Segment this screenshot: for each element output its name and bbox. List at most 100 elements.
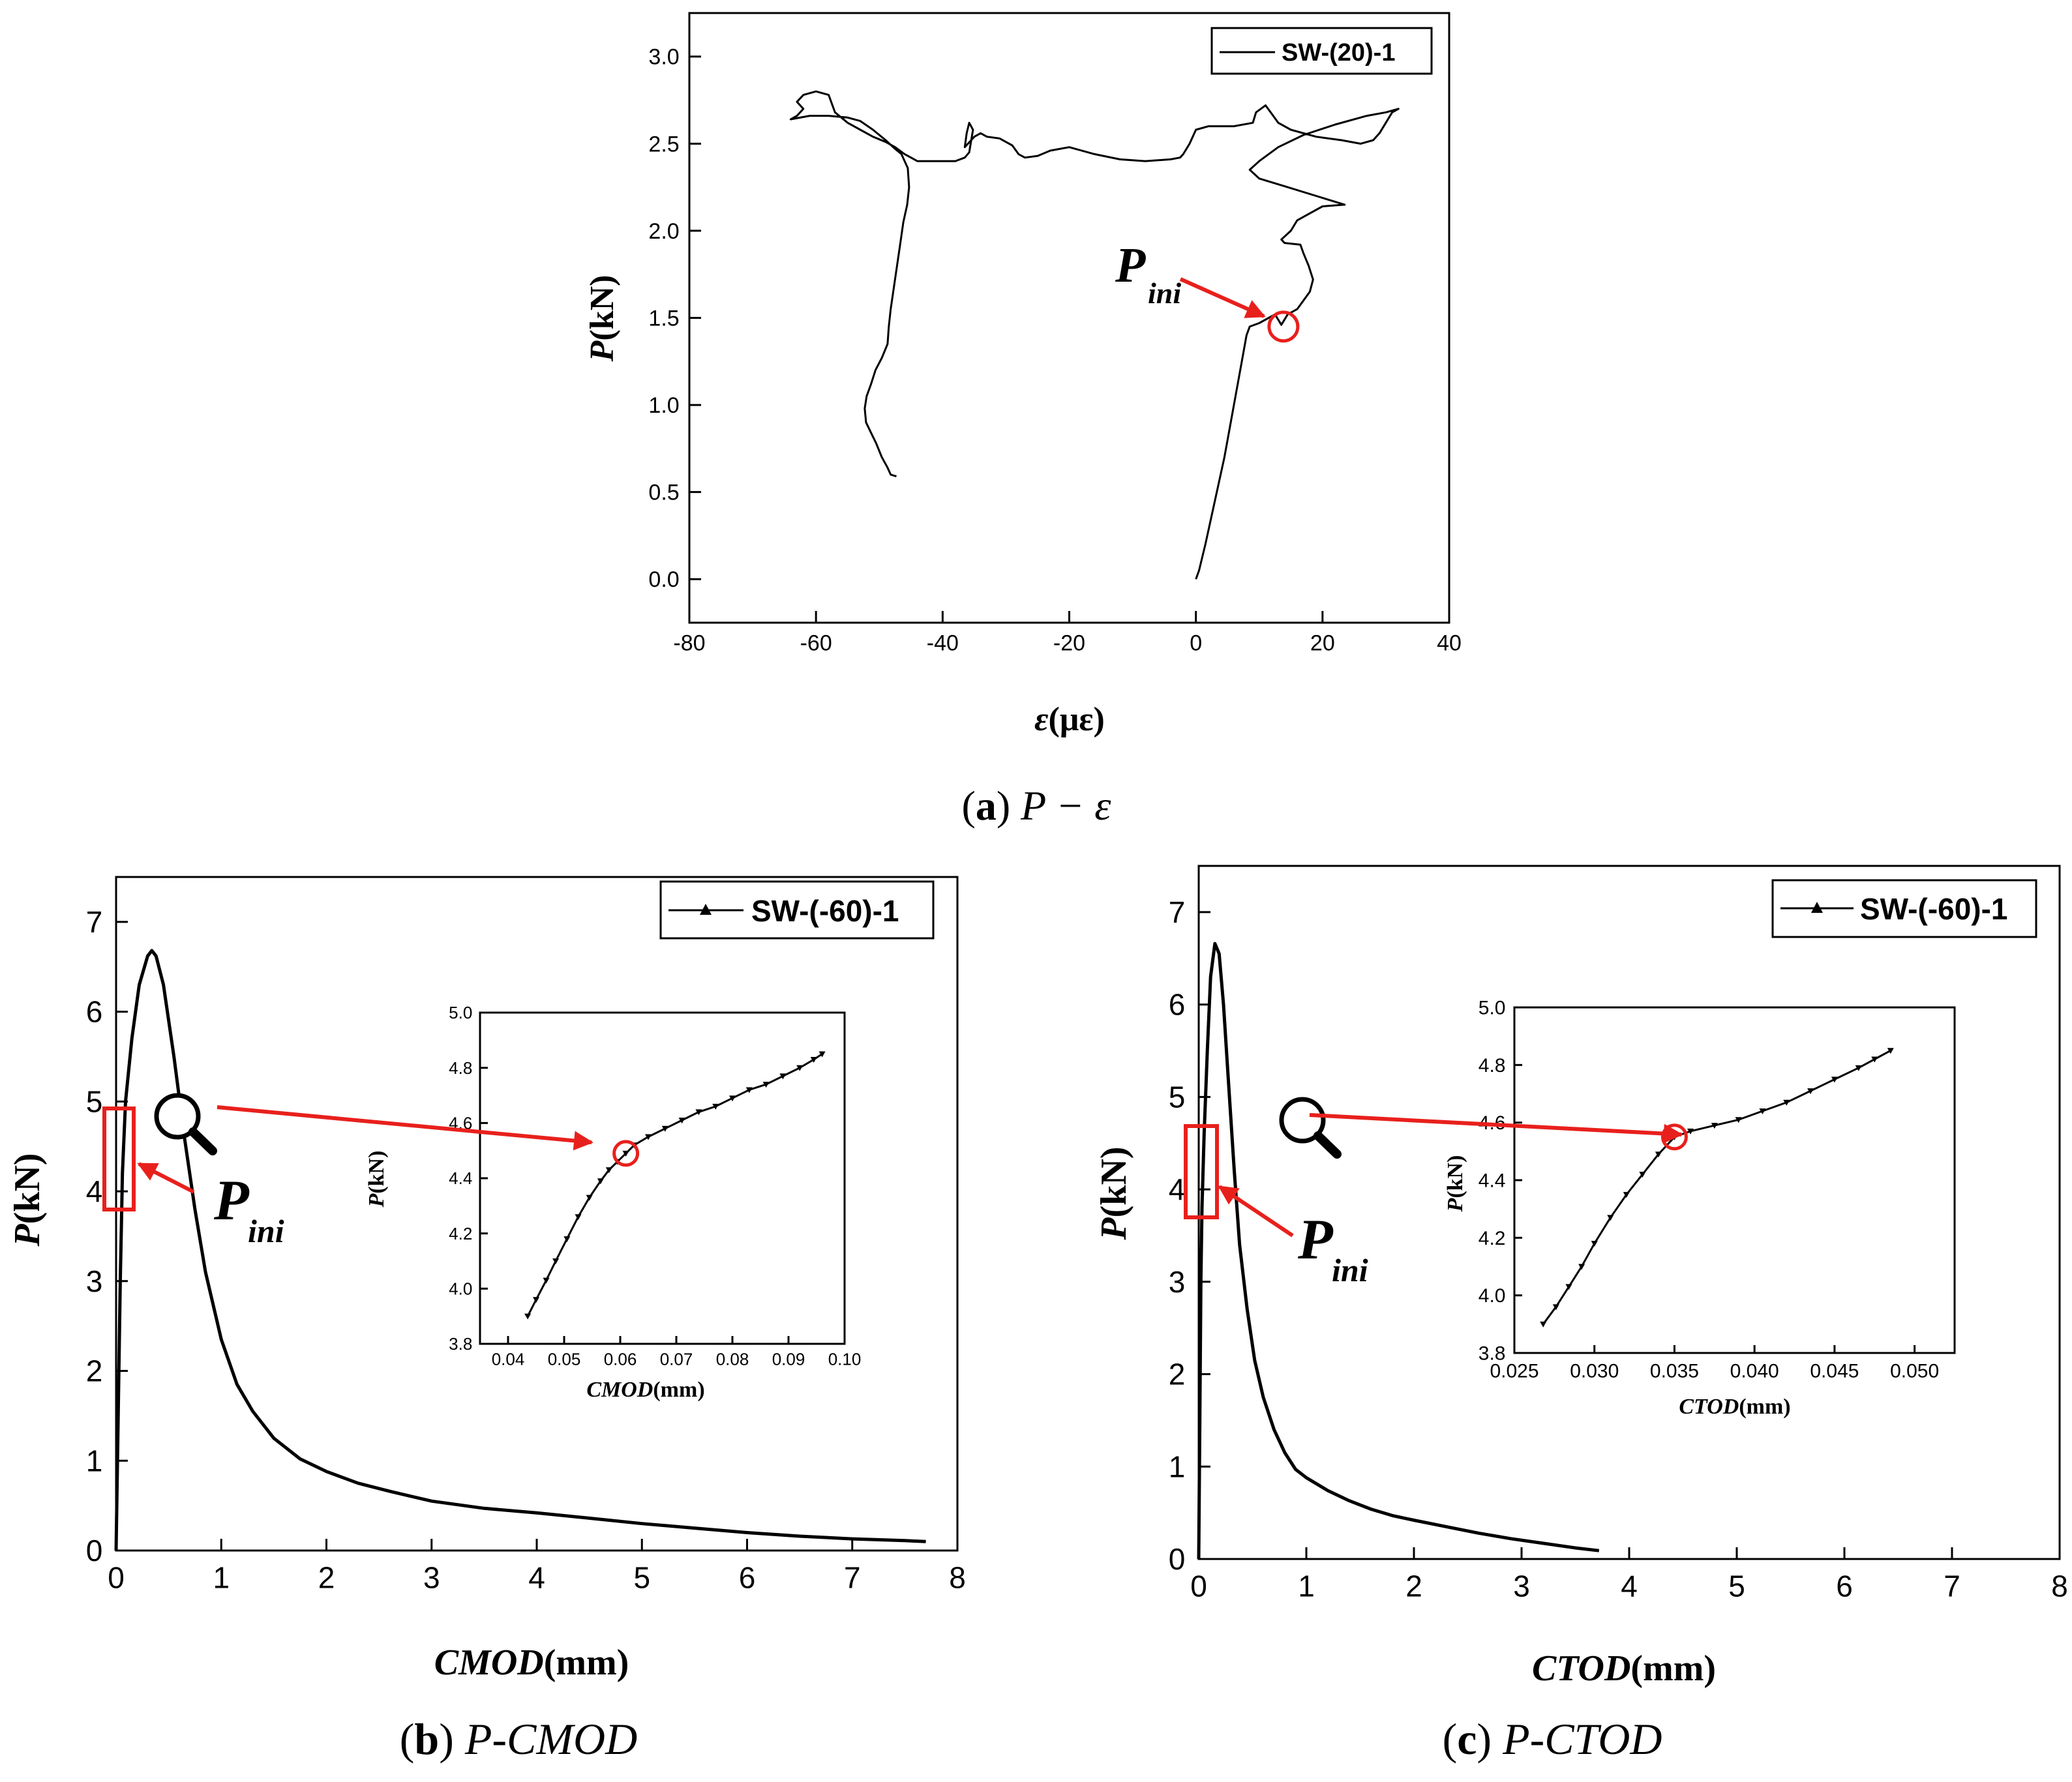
b-inset-point	[586, 1195, 593, 1201]
legend-label-a: SW-(20)-1	[1282, 39, 1395, 67]
a-y-tick-label: 1.0	[648, 393, 679, 418]
c-inset-point	[1639, 1172, 1646, 1178]
c-y-tick-label: 6	[1169, 988, 1186, 1022]
pini-label-main-c: P	[1297, 1208, 1334, 1271]
legend-marker-b	[700, 904, 712, 915]
highlight-box-c	[1184, 1124, 1219, 1219]
pini-arrow-b	[137, 1162, 195, 1194]
a-x-tick-label: -40	[927, 631, 959, 656]
a-y-tick-label: 0.5	[648, 481, 679, 505]
b-inset-y-tick-label: 4.8	[449, 1058, 472, 1078]
b-inset-x-tick-label: 0.07	[660, 1350, 693, 1369]
b-inset-x-tick-label: 0.10	[828, 1350, 862, 1369]
b-y-tick-label: 3	[86, 1264, 103, 1298]
b-inset-y-tick-label: 3.8	[449, 1334, 472, 1354]
pini-arrow-a	[1179, 277, 1266, 318]
inset-series-line-b	[526, 1053, 823, 1317]
b-inset-point	[552, 1258, 560, 1264]
inset-x-label-b: CMOD(mm)	[586, 1378, 704, 1402]
b-inset-y-tick-label: 5.0	[449, 1003, 472, 1022]
panel-c: 0 1 2 3 4 5 6 7 8 0 1 2 3 4 5 6 7 SW-(-60)-1 0.025 0.030…	[1094, 865, 2068, 1764]
c-inset-point	[1607, 1215, 1614, 1221]
b-inset-point	[712, 1103, 719, 1110]
b-inset-point	[796, 1065, 803, 1071]
b-x-tick-label: 0	[108, 1561, 125, 1595]
inset-pini-circle-b	[612, 1140, 640, 1167]
b-inset-y-tick-label: 4.2	[449, 1224, 472, 1243]
c-x-tick-label: 0	[1190, 1569, 1207, 1603]
series-line-b	[114, 949, 926, 1551]
pini-label-sub-a: ini	[1148, 276, 1181, 310]
a-y-tick-label: 2.0	[648, 219, 679, 244]
a-x-tick-label: 40	[1437, 631, 1462, 656]
b-inset-point	[818, 1051, 826, 1058]
pini-circle-a	[1267, 310, 1300, 343]
c-inset-point	[1783, 1099, 1790, 1106]
inset-frame-c	[1513, 1006, 1956, 1354]
b-x-tick-label: 7	[844, 1561, 861, 1595]
b-inset-point	[745, 1087, 753, 1093]
magnifier-icon-c	[1279, 1097, 1342, 1159]
b-y-tick-label: 5	[86, 1084, 103, 1118]
b-inset-x-tick-label: 0.04	[492, 1350, 525, 1369]
x-axis-label-b: CMOD(mm)	[434, 1642, 629, 1683]
b-y-tick-label: 6	[86, 995, 103, 1029]
pini-label-main-b: P	[213, 1169, 250, 1232]
legend-box-a	[1210, 27, 1433, 75]
b-inset-point	[645, 1134, 652, 1140]
b-inset-point	[695, 1109, 702, 1116]
b-x-tick-label: 3	[423, 1561, 440, 1595]
b-inset-point	[605, 1167, 612, 1174]
b-x-tick-label: 6	[739, 1561, 756, 1595]
legend-label-b: SW-(-60)-1	[751, 894, 899, 928]
b-y-tick-label: 2	[86, 1354, 103, 1388]
b-y-tick-label: 7	[86, 905, 103, 939]
c-inset-point	[1591, 1241, 1598, 1247]
a-y-tick-label: 2.5	[648, 132, 679, 156]
legend-b: SW-(-60)-1	[659, 880, 935, 940]
b-inset-point	[779, 1073, 787, 1080]
c-y-tick-label: 5	[1169, 1080, 1186, 1114]
inset-x-ticks-b: 0.04 0.05 0.06 0.07 0.08 0.09 0.10	[492, 1336, 862, 1369]
c-inset-y-tick-label: 5.0	[1479, 998, 1506, 1019]
c-inset-point	[1735, 1117, 1742, 1123]
c-inset-y-tick-label: 4.0	[1479, 1285, 1506, 1307]
b-inset-point	[575, 1214, 582, 1221]
a-y-tick-label: 3.0	[648, 45, 679, 70]
c-inset-point	[1540, 1321, 1547, 1328]
c-x-tick-label: 4	[1621, 1569, 1638, 1603]
inset-y-label-c: P(kN)	[1443, 1155, 1467, 1213]
zoom-arrow-c	[1309, 1113, 1683, 1144]
x-ticks-a: -80 -60 -40 -20 0 20 40	[673, 611, 1462, 656]
caption-b: (b) P-CMOD	[400, 1714, 638, 1764]
y-axis-label-b: P(kN)	[7, 1153, 48, 1247]
series-line-c	[1197, 942, 1600, 1560]
zoom-arrow-b	[217, 1105, 593, 1151]
c-inset-x-tick-label: 0.040	[1730, 1361, 1779, 1382]
y-axis-label-c: P(kN)	[1094, 1146, 1134, 1240]
highlight-box-b	[102, 1106, 136, 1211]
y-ticks-b: 0 1 2 3 4 5 6 7	[86, 905, 128, 1567]
c-y-tick-label: 3	[1169, 1265, 1186, 1299]
a-x-tick-label: 0	[1190, 631, 1202, 656]
c-inset-point	[1623, 1192, 1630, 1198]
x-axis-label-a: ε(με)	[1034, 701, 1105, 738]
b-inset-point	[543, 1277, 550, 1284]
c-inset-y-tick-label: 4.4	[1479, 1170, 1506, 1192]
b-x-tick-label: 2	[318, 1561, 335, 1595]
b-inset-x-tick-label: 0.08	[716, 1350, 749, 1369]
c-inset-point	[1655, 1151, 1662, 1158]
b-inset-point	[729, 1095, 736, 1102]
pini-arrow-c	[1218, 1185, 1294, 1238]
c-inset-point	[1887, 1048, 1894, 1054]
c-inset-y-tick-label: 4.8	[1479, 1055, 1506, 1077]
b-inset-point	[678, 1118, 685, 1124]
c-inset-x-tick-label: 0.045	[1810, 1361, 1859, 1382]
b-x-tick-label: 1	[213, 1561, 230, 1595]
y-ticks-a: 0.0 0.5 1.0 1.5 2.0 2.5 3.0	[648, 45, 701, 592]
inset-y-label-b: P(kN)	[365, 1151, 389, 1208]
b-inset-x-tick-label: 0.06	[604, 1350, 637, 1369]
b-inset-point	[597, 1178, 604, 1185]
